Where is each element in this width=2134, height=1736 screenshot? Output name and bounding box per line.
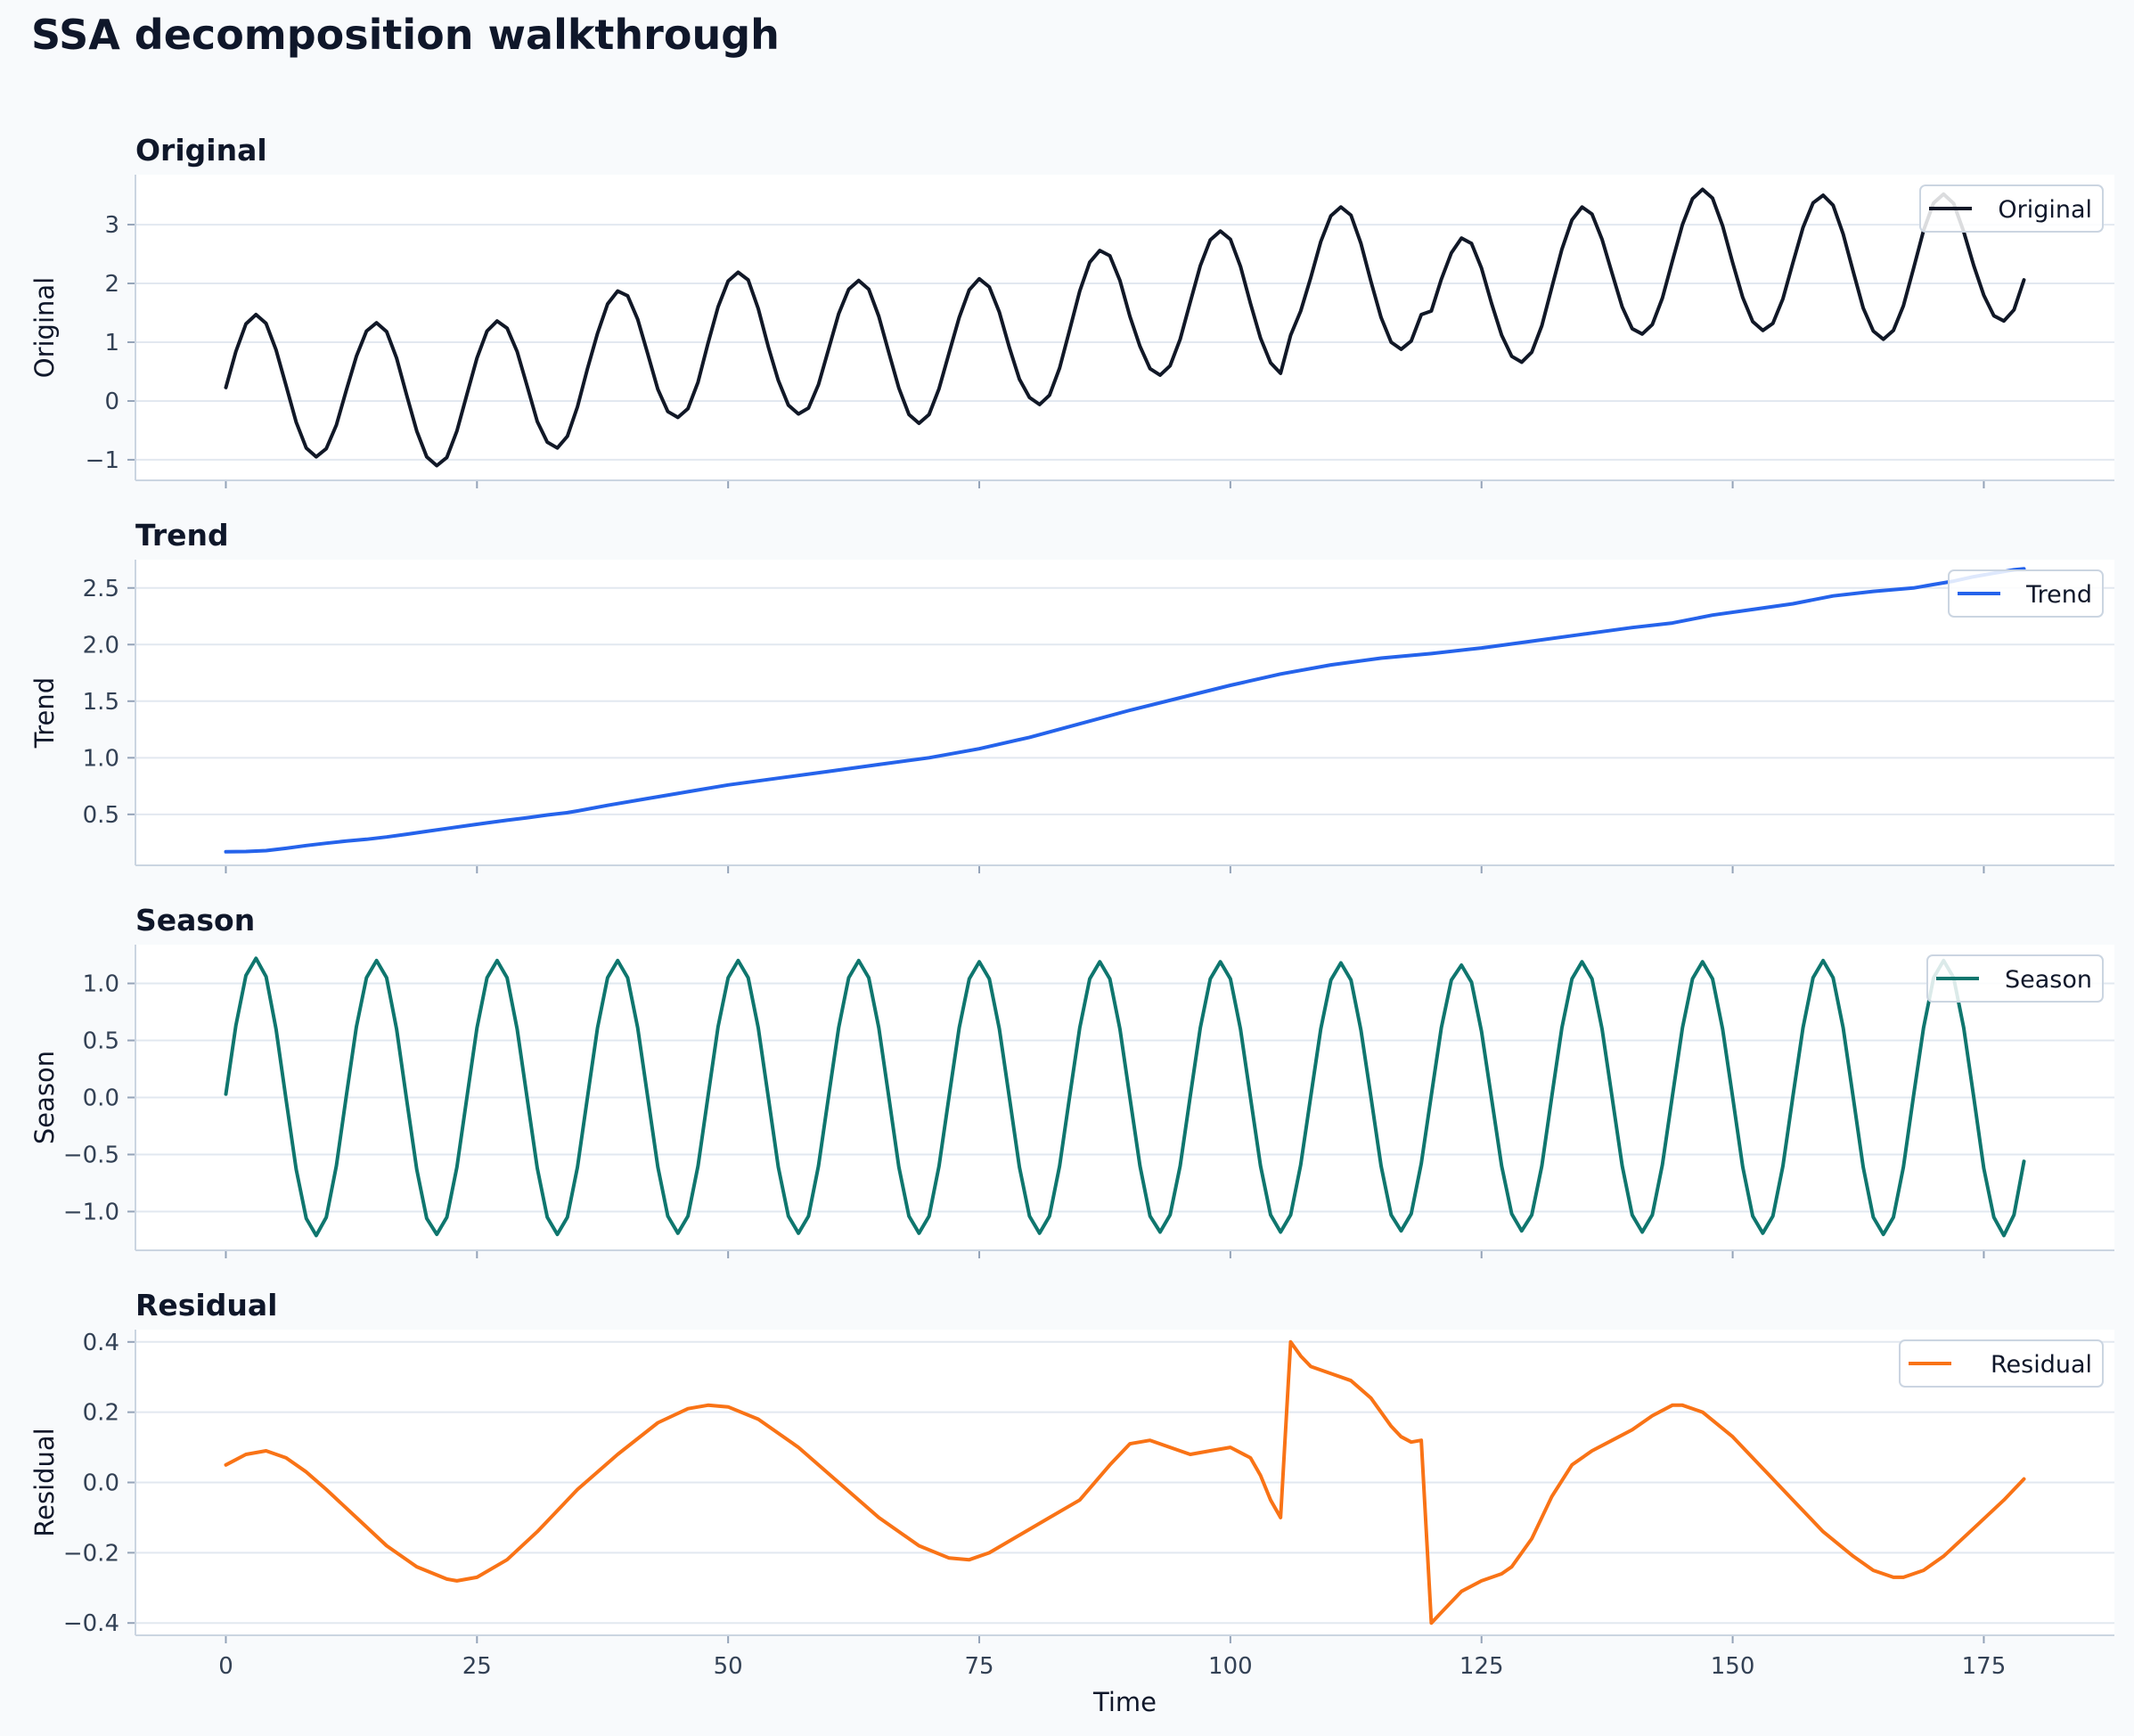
season-ytick-label: −0.5 <box>63 1142 119 1168</box>
residual-xtick-label: 100 <box>1208 1653 1253 1680</box>
original-panel-title: Original <box>135 133 267 168</box>
residual-panel-title: Residual <box>135 1288 277 1322</box>
residual-panel: −0.4 −0.2 0.0 0.2 0.4 0 25 50 75 100 125 150 175 Resi… <box>29 1288 2114 1717</box>
trend-ylabel: Trend <box>29 677 60 749</box>
residual-series-line <box>224 1339 2026 1625</box>
original-ytick-label: 0 <box>104 389 119 415</box>
season-panel: −1.0 −0.5 0.0 0.5 1.0 Season Season Season <box>29 903 2114 1258</box>
season-panel-title: Season <box>135 903 255 938</box>
residual-xtick-label: 0 <box>218 1653 233 1680</box>
original-ytick-label: 3 <box>104 212 119 239</box>
original-legend-box <box>1919 184 2104 233</box>
figure-title: SSA decomposition walkthrough <box>31 11 780 59</box>
trend-panel: 0.5 1.0 1.5 2.0 2.5 Trend Trend Trend <box>29 518 2114 873</box>
original-plot-area <box>135 175 2114 480</box>
residual-ytick-label: −0.2 <box>63 1540 119 1567</box>
season-legend: Season <box>1926 954 2104 1003</box>
season-legend-label: Season <box>2005 966 2092 994</box>
trend-legend-box <box>1948 569 2104 618</box>
residual-xtick-label: 175 <box>1962 1653 2007 1680</box>
original-series-line <box>224 187 2026 468</box>
season-legend-box <box>1926 954 2104 1003</box>
season-ytick-label: 0.5 <box>83 1028 119 1055</box>
season-ytick-label: 1.0 <box>83 971 119 998</box>
residual-xtick-label: 75 <box>964 1653 993 1680</box>
original-legend-label: Original <box>1998 196 2092 224</box>
original-ytick-label: 1 <box>104 330 119 356</box>
residual-ytick-label: −0.4 <box>63 1610 119 1637</box>
original-ytick-label: 2 <box>104 271 119 298</box>
trend-ytick-label: 2.5 <box>83 576 119 602</box>
residual-xtick-label: 125 <box>1459 1653 1504 1680</box>
residual-xtick-label: 150 <box>1711 1653 1755 1680</box>
season-series-line <box>224 956 2026 1238</box>
residual-ytick-label: 0.0 <box>83 1470 119 1497</box>
trend-series-line <box>224 567 2026 854</box>
trend-ytick-label: 1.0 <box>83 745 119 772</box>
residual-ylabel: Residual <box>29 1428 60 1536</box>
residual-xtick-label: 50 <box>714 1653 743 1680</box>
season-ytick-label: −1.0 <box>63 1199 119 1225</box>
trend-ytick-label: 0.5 <box>83 802 119 829</box>
residual-xtick-label: 25 <box>462 1653 492 1680</box>
residual-legend-label: Residual <box>1991 1351 2092 1379</box>
residual-legend-box <box>1899 1339 2104 1388</box>
residual-ytick-label: 0.2 <box>83 1400 119 1427</box>
trend-ytick-label: 2.0 <box>83 632 119 659</box>
residual-xlabel: Time <box>1092 1687 1157 1717</box>
panels: −1 0 1 2 3 Original Original Original 0.5 1.0 1.5 2… <box>29 133 2114 1717</box>
original-ylabel: Original <box>29 277 60 378</box>
trend-legend-label: Trend <box>2025 581 2092 609</box>
trend-legend: Trend <box>1948 569 2104 618</box>
residual-ytick-label: 0.4 <box>83 1330 119 1356</box>
trend-panel-title: Trend <box>135 518 229 553</box>
original-ytick-label: −1 <box>86 447 119 474</box>
original-panel: −1 0 1 2 3 Original Original Original <box>29 133 2114 488</box>
trend-ytick-label: 1.5 <box>83 689 119 716</box>
original-legend: Original <box>1919 184 2104 233</box>
residual-legend: Residual <box>1899 1339 2104 1388</box>
season-ytick-label: 0.0 <box>83 1085 119 1112</box>
season-ylabel: Season <box>29 1051 60 1144</box>
